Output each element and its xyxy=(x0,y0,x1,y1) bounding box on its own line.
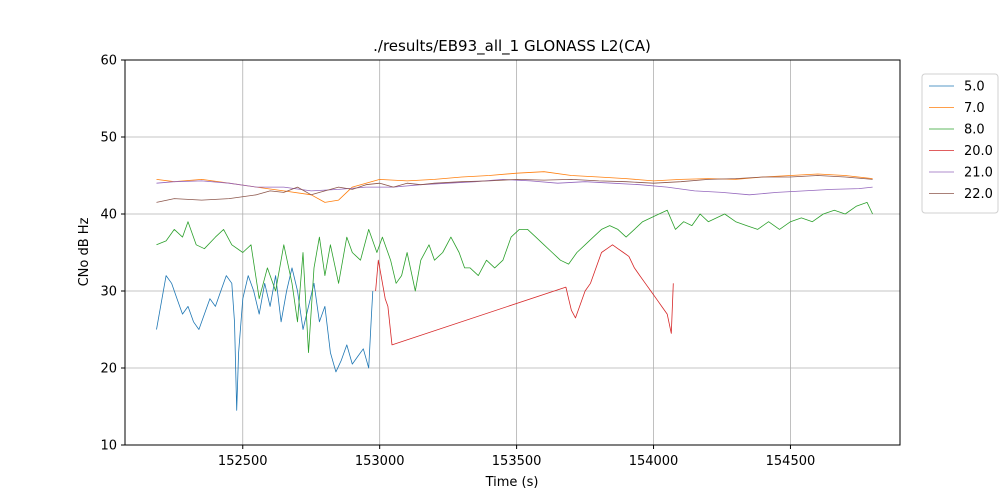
legend-label: 8.0 xyxy=(964,123,985,138)
legend-label: 22.0 xyxy=(964,187,993,202)
x-tick-label: 153500 xyxy=(492,454,542,469)
grid-lines xyxy=(125,59,900,446)
chart-title: ./results/EB93_all_1 GLONASS L2(CA) xyxy=(373,37,651,56)
series-line-22-0 xyxy=(156,175,873,203)
y-tick-label: 30 xyxy=(100,285,117,300)
series-line-8-0 xyxy=(156,202,873,353)
legend-label: 21.0 xyxy=(964,166,993,181)
x-axis-title: Time (s) xyxy=(485,475,539,490)
series-line-21-0 xyxy=(156,179,873,196)
y-tick-label: 40 xyxy=(100,208,117,223)
legend-box xyxy=(921,73,999,214)
x-tick-label: 154500 xyxy=(766,454,816,469)
x-tick-label: 153000 xyxy=(355,454,405,469)
y-axis-ticks: 10 20 30 40 50 60 xyxy=(100,54,125,454)
legend-label: 5.0 xyxy=(964,80,985,95)
y-tick-label: 60 xyxy=(100,54,117,69)
series-line-20-0 xyxy=(375,244,674,346)
y-tick-label: 10 xyxy=(100,439,117,454)
y-tick-label: 20 xyxy=(100,362,117,377)
legend: 5.0 7.0 8.0 20.0 21.0 22.0 xyxy=(921,73,999,214)
plot-frame xyxy=(124,59,901,446)
plot-area xyxy=(156,171,873,411)
legend-label: 20.0 xyxy=(964,144,993,159)
y-axis-title: CNo dB Hz xyxy=(77,217,92,286)
x-tick-label: 154000 xyxy=(629,454,679,469)
series-line-5-0 xyxy=(156,267,374,411)
x-tick-label: 152500 xyxy=(218,454,268,469)
x-axis-ticks: 152500 153000 153500 154000 154500 xyxy=(218,445,815,469)
series-line-7-0 xyxy=(156,171,873,203)
y-tick-label: 50 xyxy=(100,131,117,146)
legend-label: 7.0 xyxy=(964,101,985,116)
